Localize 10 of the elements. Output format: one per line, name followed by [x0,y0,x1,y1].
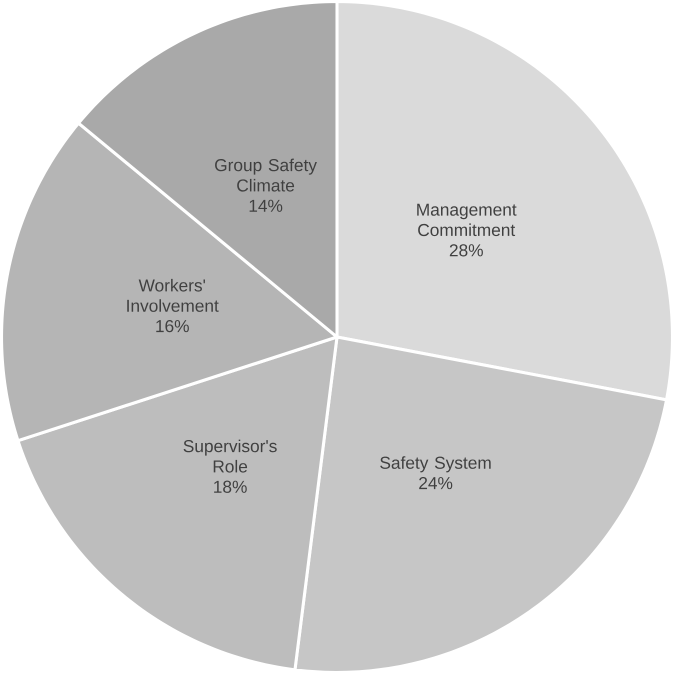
data-label: 24% [419,477,452,490]
slice-label: Management Commitment [417,204,517,236]
slice-label: Supervisor's Role [184,440,277,473]
slice-label: Group Safety Climate [215,158,317,192]
data-label: 28% [450,244,483,256]
data-label: 16% [156,320,189,332]
data-label: 14% [250,200,282,212]
slice-label: Safety System [380,456,491,472]
slice-label: Workers' Involvement [127,278,219,312]
data-label: 18% [214,480,247,493]
